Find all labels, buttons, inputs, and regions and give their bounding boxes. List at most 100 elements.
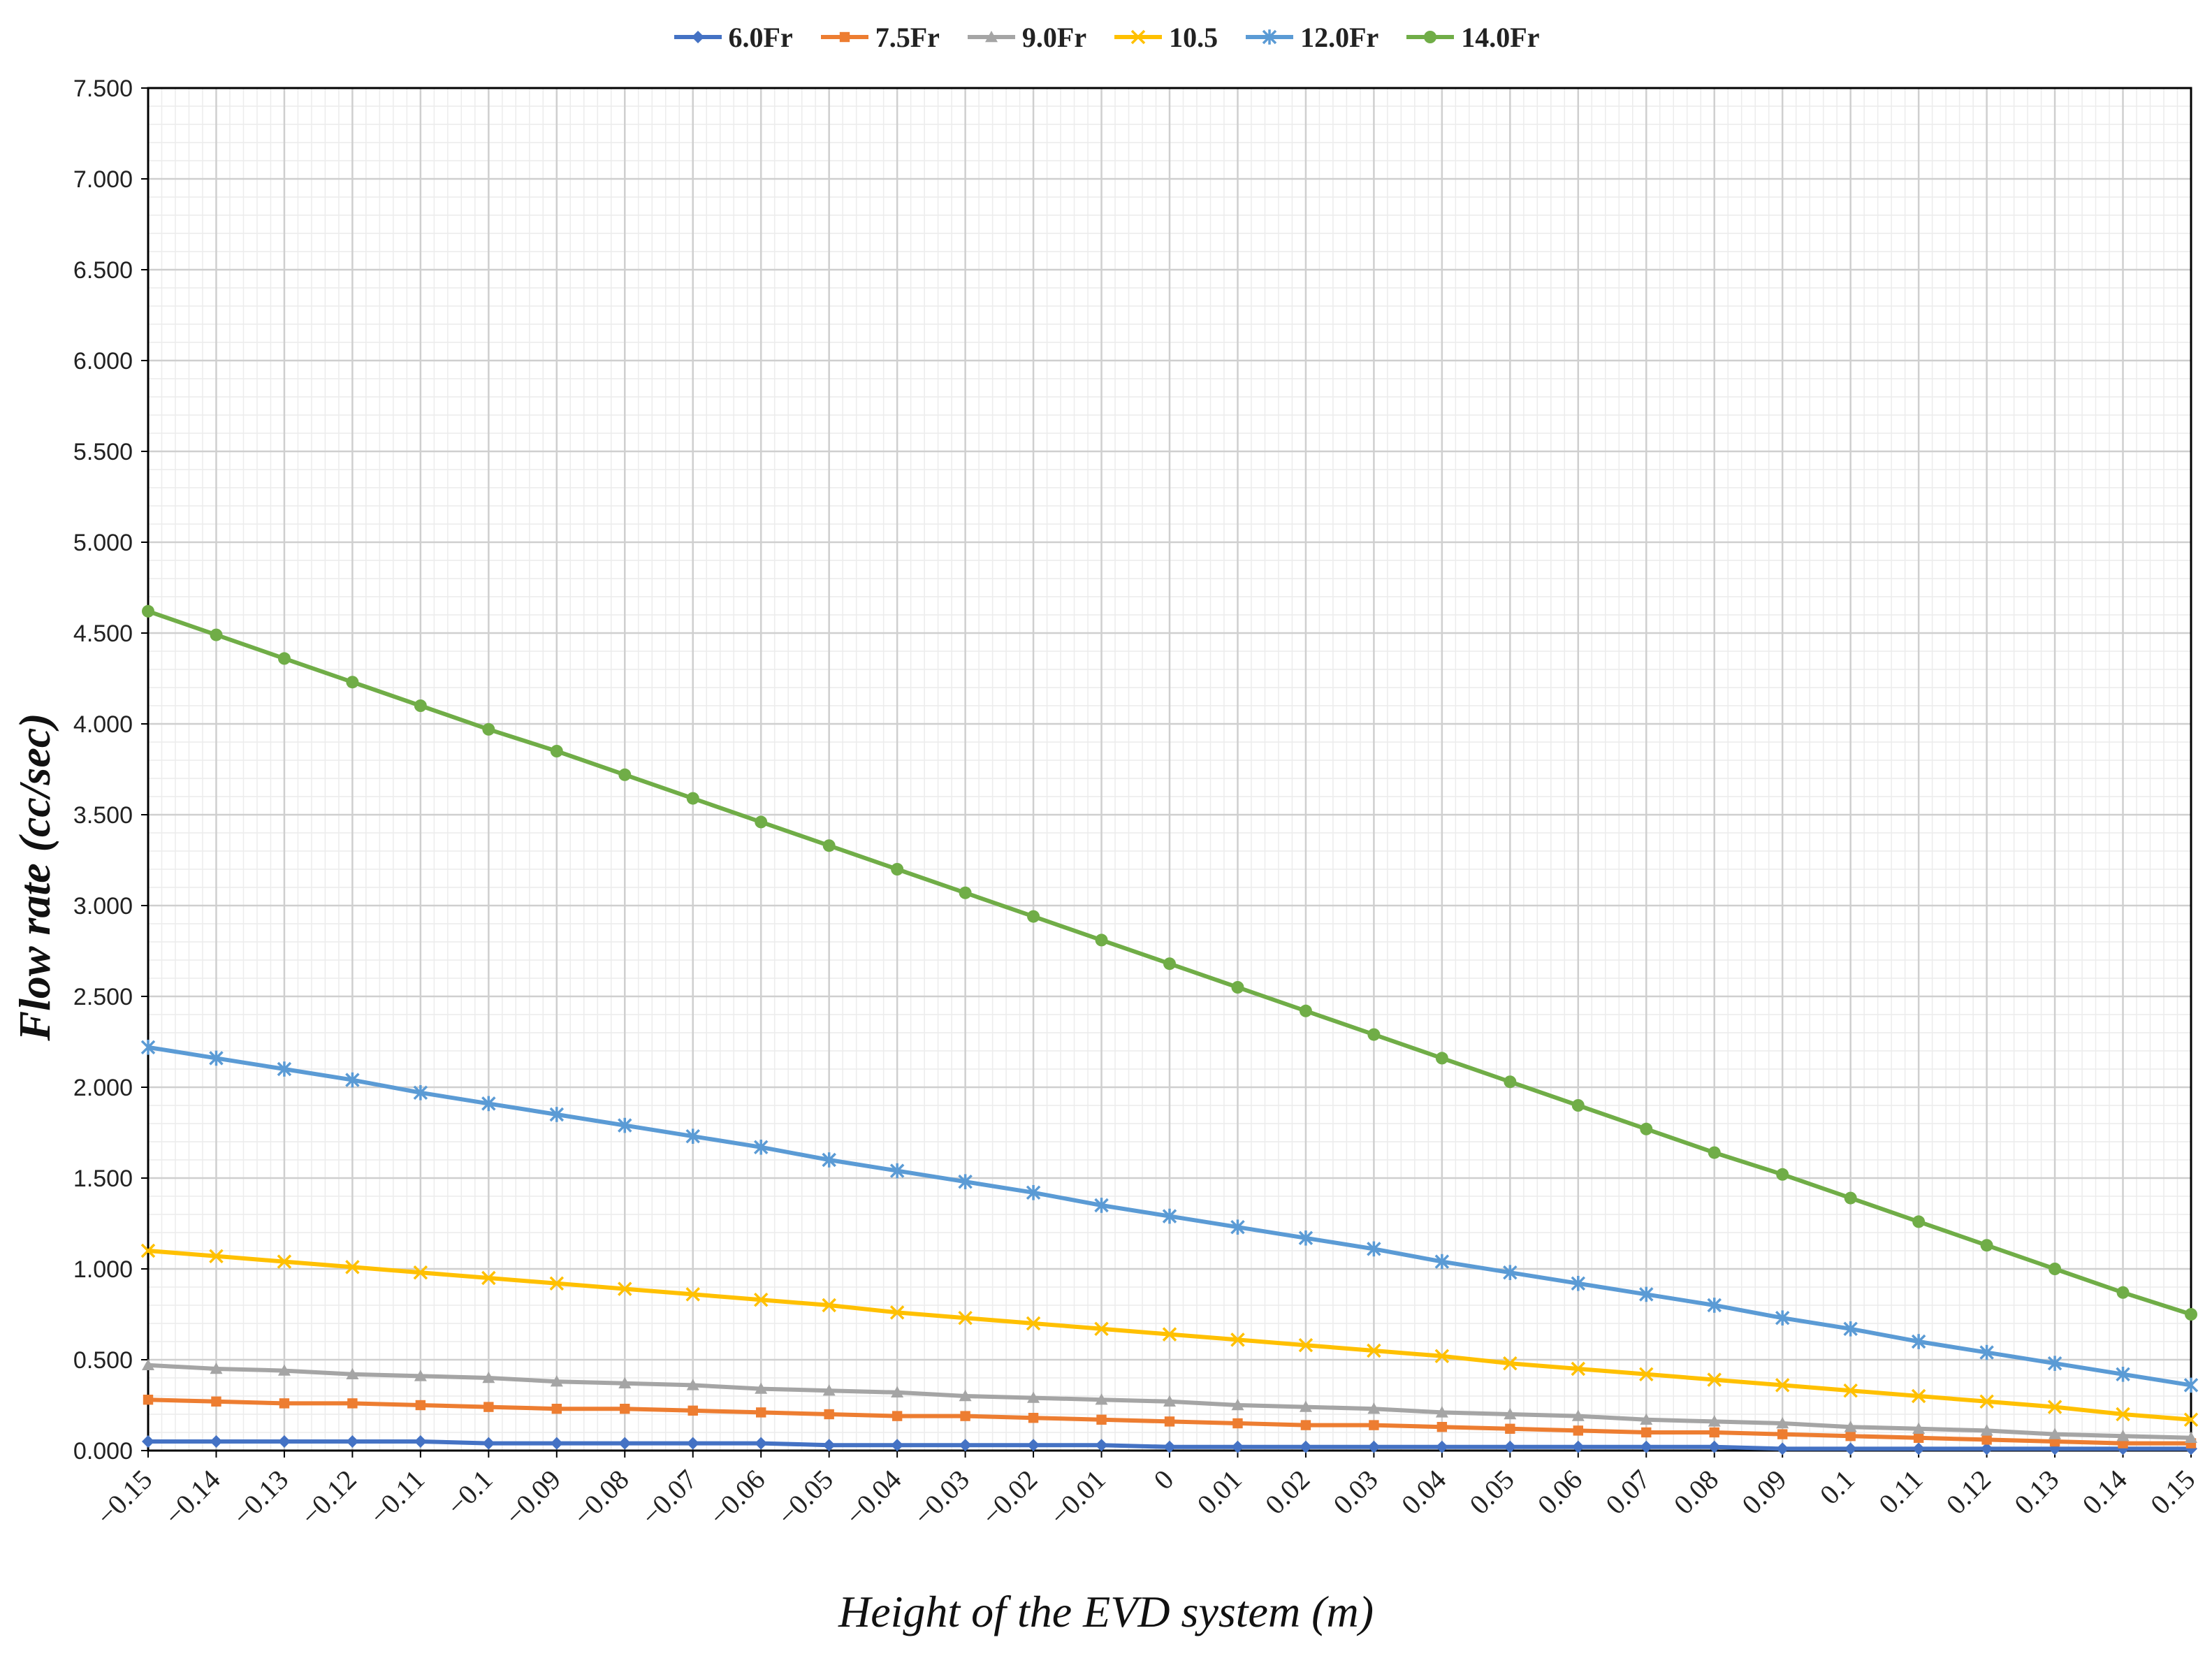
y-tick-label: 1.000 <box>73 1256 133 1283</box>
data-point-7-5fr <box>1164 1416 1175 1427</box>
data-point-10-5 <box>618 1281 632 1296</box>
y-tick-label: 6.500 <box>73 257 133 284</box>
data-point-12-0fr <box>1707 1298 1722 1313</box>
data-point-9-0fr <box>210 1363 223 1374</box>
data-point-9-0fr <box>1027 1391 1040 1403</box>
data-point-14-0fr <box>2185 1308 2197 1321</box>
data-point-7-5fr <box>211 1396 221 1407</box>
x-tick-label: −0.05 <box>771 1464 839 1532</box>
data-point-10-5 <box>413 1265 428 1280</box>
data-point-14-0fr <box>210 628 223 641</box>
data-point-6-0fr <box>618 1437 632 1450</box>
data-point-6-0fr <box>1776 1442 1789 1455</box>
data-point-9-0fr <box>1912 1422 1926 1434</box>
data-point-9-0fr <box>1776 1417 1789 1429</box>
data-point-9-0fr <box>1980 1424 1993 1436</box>
data-point-12-0fr <box>958 1174 973 1189</box>
data-point-12-0fr <box>1979 1344 1994 1360</box>
data-point-10-5 <box>277 1254 292 1269</box>
x-tick-label: 0.1 <box>1814 1464 1861 1511</box>
y-tick-label: 0.000 <box>73 1438 133 1465</box>
data-point-6-0fr <box>1504 1440 1517 1453</box>
data-point-14-0fr <box>1504 1075 1517 1089</box>
data-point-12-0fr <box>618 1117 632 1133</box>
data-point-14-0fr <box>1571 1099 1585 1112</box>
data-point-14-0fr <box>755 815 768 829</box>
y-tick-label: 5.000 <box>73 530 133 556</box>
data-point-12-0fr <box>481 1096 496 1112</box>
data-point-9-0fr <box>686 1379 699 1390</box>
x-tick-label: 0.13 <box>2008 1464 2065 1520</box>
data-point-7-5fr <box>1505 1423 1515 1434</box>
data-point-9-0fr <box>414 1370 427 1381</box>
data-point-12-0fr <box>1298 1230 1314 1246</box>
data-point-7-5fr <box>1300 1420 1311 1430</box>
data-point-7-5fr <box>1369 1420 1379 1430</box>
data-point-6-0fr <box>1708 1440 1721 1453</box>
x-tick-label: 0.15 <box>2144 1464 2201 1520</box>
data-point-14-0fr <box>1027 910 1040 923</box>
series-7-5fr <box>143 1395 2197 1448</box>
data-point-7-5fr <box>143 1395 154 1405</box>
data-point-14-0fr <box>1299 1004 1312 1017</box>
data-point-6-0fr <box>1980 1442 1993 1455</box>
data-point-10-5 <box>1639 1367 1654 1382</box>
y-tick-label: 5.500 <box>73 439 133 465</box>
legend-swatch <box>1246 29 1294 45</box>
x-tick-label: −0.02 <box>975 1464 1043 1532</box>
data-point-10-5 <box>1503 1356 1518 1371</box>
data-point-6-0fr <box>1231 1440 1244 1453</box>
data-point-14-0fr <box>1776 1168 1789 1181</box>
data-point-6-0fr <box>1299 1440 1312 1453</box>
data-point-10-5 <box>1979 1394 1994 1409</box>
data-point-6-0fr <box>1844 1442 1857 1455</box>
data-point-10-5 <box>209 1249 224 1264</box>
x-tick-label: 0.04 <box>1395 1464 1452 1520</box>
x-tick-label: 0.05 <box>1463 1464 1520 1520</box>
data-point-14-0fr <box>1708 1146 1721 1159</box>
x-tick-label: 0.12 <box>1940 1464 1997 1520</box>
data-point-12-0fr <box>2183 1377 2199 1393</box>
x-tick-label: 0.02 <box>1259 1464 1316 1520</box>
series-10-5 <box>140 1243 2199 1428</box>
x-tick-label: −0.15 <box>90 1464 158 1532</box>
data-point-9-0fr <box>1163 1395 1176 1407</box>
data-point-12-0fr <box>889 1163 905 1179</box>
data-point-14-0fr <box>1844 1191 1857 1205</box>
data-point-7-5fr <box>756 1407 766 1418</box>
x-axis-label: Height of the EVD system (m) <box>838 1587 1374 1636</box>
data-point-14-0fr <box>686 792 699 805</box>
data-point-12-0fr <box>209 1050 224 1066</box>
data-point-14-0fr <box>1912 1215 1926 1228</box>
data-point-7-5fr <box>1096 1414 1107 1425</box>
legend-marker <box>691 31 704 43</box>
data-point-12-0fr <box>1639 1286 1654 1302</box>
y-tick-label: 3.500 <box>73 802 133 829</box>
data-point-7-5fr <box>960 1411 970 1421</box>
legend-marker <box>1130 29 1146 45</box>
data-point-12-0fr <box>685 1128 700 1144</box>
series-12-0fr <box>140 1040 2199 1393</box>
data-point-6-0fr <box>1435 1440 1448 1453</box>
data-point-9-0fr <box>1367 1402 1381 1414</box>
data-point-12-0fr <box>1911 1334 1926 1349</box>
data-point-10-5 <box>345 1260 360 1274</box>
legend-marker <box>1424 31 1437 43</box>
data-point-9-0fr <box>2049 1428 2062 1439</box>
data-point-9-0fr <box>822 1384 836 1396</box>
data-point-6-0fr <box>1367 1440 1381 1453</box>
data-point-10-5 <box>1094 1321 1109 1337</box>
data-point-6-0fr <box>277 1435 291 1448</box>
data-point-9-0fr <box>1299 1400 1312 1412</box>
data-point-12-0fr <box>2116 1367 2130 1382</box>
legend-marker <box>839 31 850 43</box>
y-axis-label: Flow rate (cc/sec) <box>10 713 59 1041</box>
data-point-9-0fr <box>1844 1421 1857 1432</box>
data-point-14-0fr <box>1367 1028 1381 1041</box>
data-point-10-5 <box>1571 1361 1586 1377</box>
data-point-6-0fr <box>891 1439 904 1452</box>
x-tick-label: 0.07 <box>1599 1464 1656 1520</box>
data-point-7-5fr <box>1845 1431 1856 1441</box>
data-point-7-5fr <box>483 1402 494 1412</box>
legend-item: 9.0Fr <box>966 21 1086 54</box>
